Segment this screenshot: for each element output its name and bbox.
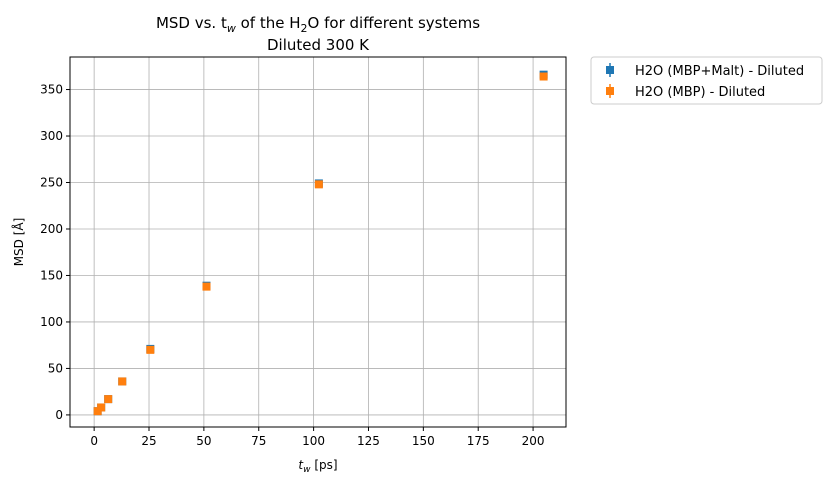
y-tick-label: 300	[40, 129, 63, 143]
x-tick-label: 25	[141, 434, 156, 448]
y-tick-label: 100	[40, 315, 63, 329]
x-tick-label: 150	[412, 434, 435, 448]
grid-lines	[70, 57, 566, 427]
plot-area: 0 25 50 75 100 125 150 175 200 0 50 100 150 200 250 30…	[40, 56, 567, 448]
legend-box	[590, 56, 823, 105]
legend-item-1: H2O (MBP+Malt) - Diluted	[606, 63, 804, 79]
x-tick-label: 50	[196, 434, 211, 448]
y-axis-ticks: 0 50 100 150 200 250 300 350	[40, 83, 70, 422]
x-tick-label: 125	[357, 434, 380, 448]
x-tick-label: 175	[467, 434, 490, 448]
x-axis-label: tw [ps]	[298, 458, 337, 475]
data-point	[97, 403, 106, 412]
data-point	[146, 345, 155, 354]
series-2	[93, 72, 548, 416]
y-tick-label: 50	[48, 361, 63, 375]
chart-title-line1: MSD vs. tw of the H2O for different syst…	[156, 14, 480, 35]
y-axis-label: MSD [Å]	[11, 218, 26, 267]
x-tick-label: 100	[302, 434, 325, 448]
y-tick-label: 0	[55, 408, 63, 422]
data-point	[104, 395, 113, 404]
series-1	[93, 70, 548, 416]
x-axis-ticks: 0 25 50 75 100 125 150 175 200	[90, 427, 545, 448]
chart-title-line2: Diluted 300 K	[267, 36, 370, 54]
y-tick-label: 350	[40, 83, 63, 97]
y-tick-label: 150	[40, 268, 63, 282]
data-point	[118, 377, 127, 386]
legend-item-2: H2O (MBP) - Diluted	[606, 84, 765, 100]
x-tick-label: 75	[251, 434, 266, 448]
data-point	[314, 180, 323, 189]
legend-label: H2O (MBP+Malt) - Diluted	[635, 64, 804, 79]
data-point	[539, 72, 548, 81]
series-layer	[93, 70, 548, 416]
x-tick-label: 200	[522, 434, 545, 448]
legend: H2O (MBP+Malt) - Diluted H2O (MBP) - Dilu…	[590, 56, 823, 105]
legend-label: H2O (MBP) - Diluted	[635, 85, 765, 100]
x-tick-label: 0	[90, 434, 98, 448]
y-tick-label: 250	[40, 176, 63, 190]
legend-marker-icon	[606, 66, 614, 74]
legend-marker-icon	[606, 87, 614, 95]
y-tick-label: 200	[40, 222, 63, 236]
data-point	[202, 282, 211, 291]
plot-frame	[69, 56, 567, 428]
